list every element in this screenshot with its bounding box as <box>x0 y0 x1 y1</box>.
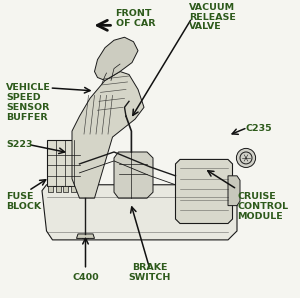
Bar <box>48 186 53 192</box>
Text: C400: C400 <box>72 273 99 282</box>
Polygon shape <box>42 185 237 240</box>
Polygon shape <box>176 159 232 224</box>
Polygon shape <box>94 37 138 80</box>
Bar <box>56 186 61 192</box>
Text: S223: S223 <box>6 140 32 149</box>
Bar <box>70 186 76 192</box>
Text: CRUISE
CONTROL
MODULE: CRUISE CONTROL MODULE <box>237 192 288 221</box>
Text: VACUUM
RELEASE
VALVE: VACUUM RELEASE VALVE <box>189 3 236 31</box>
Text: FRONT
OF CAR: FRONT OF CAR <box>116 9 155 28</box>
Text: C235: C235 <box>246 124 273 133</box>
Polygon shape <box>228 176 240 206</box>
Polygon shape <box>46 140 80 186</box>
Text: FUSE
BLOCK: FUSE BLOCK <box>6 192 41 211</box>
Polygon shape <box>114 152 153 198</box>
Text: VEHICLE
SPEED
SENSOR
BUFFER: VEHICLE SPEED SENSOR BUFFER <box>6 83 51 122</box>
Circle shape <box>236 148 256 167</box>
Polygon shape <box>76 234 94 238</box>
Text: BRAKE
SWITCH: BRAKE SWITCH <box>129 263 171 282</box>
Bar <box>63 186 68 192</box>
Polygon shape <box>72 72 144 198</box>
